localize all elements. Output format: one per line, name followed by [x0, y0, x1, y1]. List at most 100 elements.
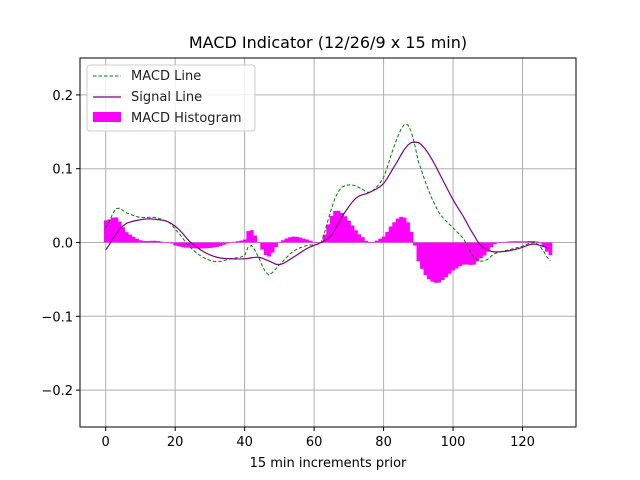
histogram-bar	[444, 242, 449, 278]
histogram-bar	[156, 241, 160, 243]
histogram-bar	[135, 238, 140, 243]
histogram-bar	[350, 225, 355, 243]
y-tick-label: −0.1	[41, 310, 73, 325]
histogram-bar	[454, 242, 459, 269]
histogram-bar	[426, 242, 431, 280]
legend-histogram-swatch	[93, 112, 121, 122]
histogram-bar	[242, 239, 247, 243]
histogram-bar	[204, 242, 209, 249]
histogram-bar	[510, 241, 515, 243]
histogram-bar	[249, 230, 254, 243]
histogram-bar	[225, 242, 230, 244]
histogram-bar	[413, 242, 417, 246]
histogram-bar	[343, 216, 348, 243]
histogram-bar	[263, 242, 268, 255]
histogram-bar	[395, 218, 400, 243]
histogram-bar	[333, 210, 337, 243]
histogram-bar	[475, 242, 480, 262]
y-tick-label: 0.1	[52, 163, 73, 178]
legend-box	[86, 64, 256, 132]
histogram-bar	[305, 239, 310, 243]
histogram-bar	[138, 240, 143, 243]
histogram-bar	[520, 241, 525, 243]
histogram-bar	[291, 236, 296, 243]
histogram-bar	[347, 220, 351, 243]
histogram-bar	[527, 240, 532, 243]
histogram-bar	[489, 242, 494, 248]
histogram-bar	[288, 237, 292, 243]
x-tick-label: 20	[167, 435, 184, 450]
histogram-bar	[253, 235, 258, 243]
histogram-bar	[145, 241, 150, 243]
histogram-bar	[461, 242, 466, 265]
histogram-bars	[103, 210, 553, 283]
histogram-bar	[503, 241, 508, 243]
histogram-bar	[256, 242, 261, 243]
histogram-bar	[270, 242, 275, 253]
histogram-bar	[423, 242, 428, 276]
chart-title: MACD Indicator (12/26/9 x 15 min)	[189, 33, 467, 52]
histogram-bar	[548, 242, 553, 256]
histogram-bar	[416, 242, 421, 262]
histogram-bar	[433, 242, 438, 283]
histogram-bar	[534, 241, 539, 243]
histogram-bar	[308, 240, 313, 243]
histogram-bar	[159, 241, 164, 243]
histogram-bar	[360, 237, 365, 243]
histogram-bar	[124, 232, 129, 243]
histogram-bar	[295, 236, 299, 243]
histogram-bar	[166, 242, 171, 243]
legend: MACD Line Signal Line MACD Histogram	[86, 64, 256, 132]
x-axis: 0 20 40 60 80 100 120	[102, 427, 535, 450]
histogram-bar	[298, 237, 303, 243]
histogram-bar	[117, 221, 122, 243]
histogram-bar	[392, 222, 397, 243]
histogram-bar	[468, 242, 473, 265]
histogram-bar	[187, 242, 192, 248]
histogram-bar	[260, 242, 265, 250]
x-axis-label: 15 min increments prior	[250, 456, 407, 471]
histogram-bar	[274, 242, 278, 248]
histogram-bar	[128, 234, 133, 243]
histogram-bar	[399, 216, 403, 243]
y-tick-label: −0.2	[41, 384, 73, 399]
histogram-bar	[322, 234, 327, 243]
x-tick-label: 100	[441, 435, 466, 450]
histogram-bar	[354, 230, 358, 243]
y-axis: −0.2 −0.1 0.0 0.1 0.2	[41, 89, 80, 399]
histogram-bar	[374, 240, 379, 243]
histogram-bar	[517, 241, 522, 243]
histogram-bar	[388, 226, 393, 243]
histogram-bar	[215, 242, 219, 247]
legend-signal-label: Signal Line	[131, 90, 202, 105]
histogram-bar	[506, 241, 511, 243]
histogram-bar	[458, 242, 463, 267]
x-tick-label: 0	[102, 435, 110, 450]
histogram-bar	[281, 240, 285, 243]
histogram-bar	[197, 242, 202, 249]
histogram-bar	[385, 231, 390, 243]
histogram-bar	[163, 242, 167, 243]
histogram-bar	[315, 242, 320, 244]
histogram-bar	[367, 242, 372, 243]
histogram-bar	[371, 242, 376, 243]
histogram-bar	[538, 242, 542, 244]
histogram-bar	[496, 242, 501, 243]
histogram-bar	[420, 242, 424, 269]
histogram-bar	[541, 242, 546, 247]
histogram-bar	[229, 242, 233, 243]
histogram-bar	[513, 241, 518, 243]
histogram-bar	[211, 242, 216, 248]
histogram-bar	[340, 212, 344, 243]
signal-line	[105, 141, 551, 266]
x-tick-label: 120	[510, 435, 535, 450]
histogram-bar	[149, 240, 153, 243]
histogram-bar	[121, 227, 126, 243]
histogram-bar	[180, 242, 185, 248]
histogram-bar	[378, 238, 383, 243]
histogram-bar	[406, 222, 410, 243]
histogram-bar	[277, 242, 282, 243]
histogram-bar	[103, 220, 108, 243]
histogram-bar	[176, 242, 181, 247]
